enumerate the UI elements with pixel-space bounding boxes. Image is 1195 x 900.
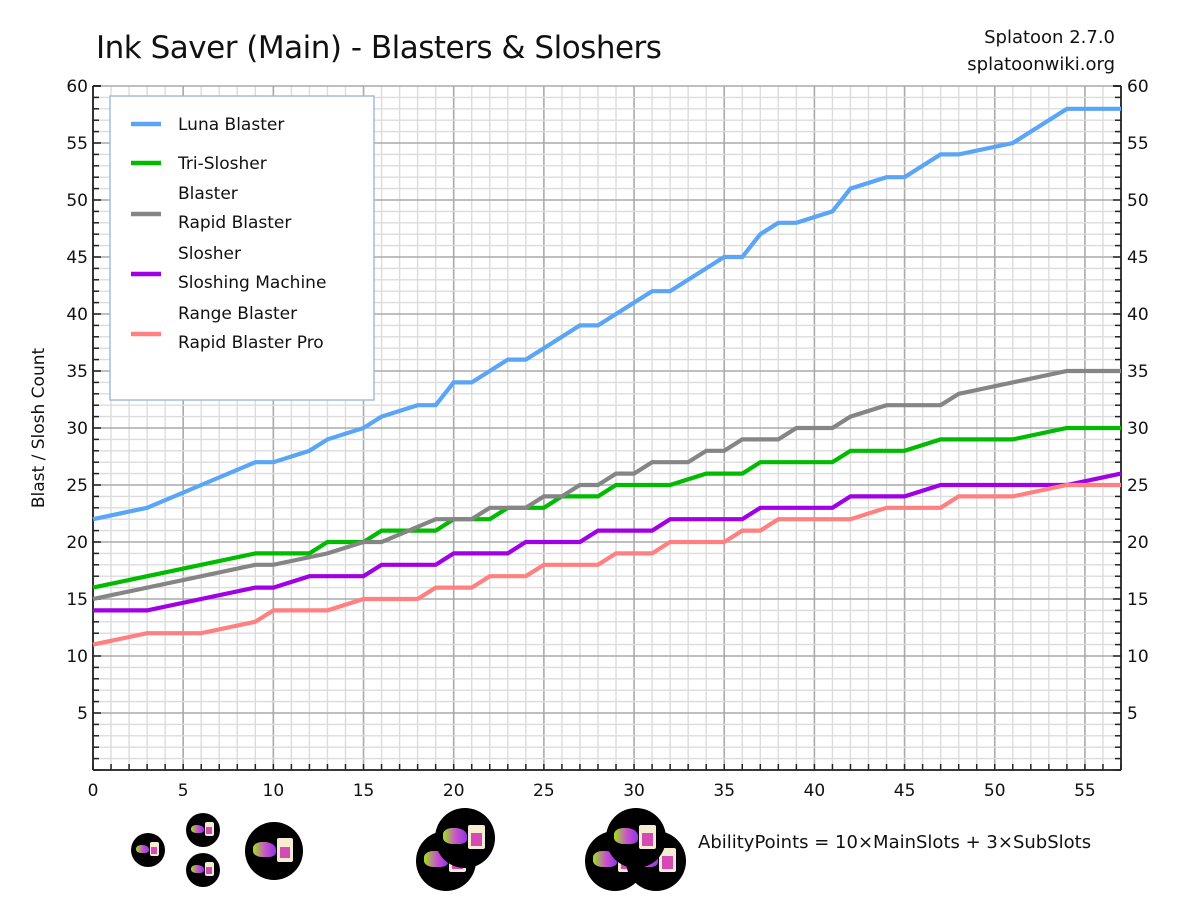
- legend-label: Slosher: [178, 244, 241, 264]
- legend: Luna Blaster Tri-Slosher Blaster Rapid Blas…: [109, 95, 375, 401]
- x-tick-label: 45: [894, 781, 916, 801]
- legend-label: Rapid Blaster: [178, 213, 291, 233]
- ability-points-formula: AbilityPoints = 10×MainSlots + 3×SubSlot…: [698, 832, 1092, 853]
- y-tick-label-left: 40: [66, 305, 88, 325]
- y-tick-label-left: 5: [77, 704, 88, 724]
- y-tick-label-left: 30: [66, 419, 88, 439]
- y-tick-label-right: 60: [1127, 77, 1149, 97]
- x-tick-label: 35: [713, 781, 735, 801]
- series-line: [92, 106, 1121, 522]
- legend-label: Tri-Slosher: [177, 154, 267, 174]
- y-tick-label-right: 25: [1127, 476, 1149, 496]
- ink-saver-main-icon: [131, 833, 165, 867]
- legend-label: Rapid Blaster Pro: [178, 333, 324, 353]
- x-tick-label: 15: [353, 781, 375, 801]
- legend-label: Range Blaster: [178, 304, 297, 324]
- y-tick-label-right: 50: [1127, 191, 1149, 211]
- y-tick-label-right: 15: [1127, 590, 1149, 610]
- y-tick-label-left: 45: [66, 248, 88, 268]
- site-label: splatoonwiki.org: [967, 54, 1115, 75]
- y-tick-label-left: 10: [66, 647, 88, 667]
- y-tick-label-right: 40: [1127, 305, 1149, 325]
- y-tick-label-left: 35: [66, 362, 88, 382]
- x-tick-label: 5: [178, 781, 189, 801]
- x-tick-label: 0: [88, 781, 99, 801]
- legend-label: Luna Blaster: [178, 115, 284, 135]
- series-line: [92, 368, 1121, 602]
- y-tick-label-right: 30: [1127, 419, 1149, 439]
- x-tick-label: 25: [533, 781, 555, 801]
- chart-title: Ink Saver (Main) - Blasters & Sloshers: [96, 30, 662, 66]
- version-label: Splatoon 2.7.0: [984, 27, 1115, 48]
- y-tick-label-right: 45: [1127, 248, 1149, 268]
- series-lines: [92, 106, 1122, 647]
- y-tick-label-right: 5: [1127, 704, 1138, 724]
- legend-label: Sloshing Machine: [178, 273, 326, 293]
- legend-label: Blaster: [178, 184, 238, 204]
- y-tick-label-left: 20: [66, 533, 88, 553]
- series-line: [93, 471, 1122, 613]
- x-tick-label: 40: [804, 781, 826, 801]
- y-tick-label-left: 25: [66, 476, 88, 496]
- ink-saver-main-icon: [606, 808, 666, 868]
- y-tick-label-right: 55: [1127, 134, 1149, 154]
- y-tick-label-left: 60: [66, 77, 88, 97]
- x-tick-label: 50: [984, 781, 1006, 801]
- y-tick-label-right: 35: [1127, 362, 1149, 382]
- x-tick-label: 55: [1074, 781, 1096, 801]
- ink-saver-main-icon: [186, 813, 220, 847]
- credits: Splatoon 2.7.0 splatoonwiki.org: [967, 24, 1115, 78]
- x-tick-label: 10: [263, 781, 285, 801]
- y-tick-label-right: 10: [1127, 647, 1149, 667]
- ink-saver-main-icon: [245, 822, 303, 880]
- x-tick-label: 20: [443, 781, 465, 801]
- x-tick-label: 30: [623, 781, 645, 801]
- y-tick-label-left: 50: [66, 191, 88, 211]
- y-tick-label-left: 15: [66, 590, 88, 610]
- ink-saver-main-icon: [186, 853, 220, 887]
- y-axis-label: Blast / Slosh Count: [29, 348, 49, 509]
- y-tick-label-right: 20: [1127, 533, 1149, 553]
- series-line: [92, 482, 1121, 647]
- ink-saver-main-icon: [435, 808, 495, 868]
- y-tick-label-left: 55: [66, 134, 88, 154]
